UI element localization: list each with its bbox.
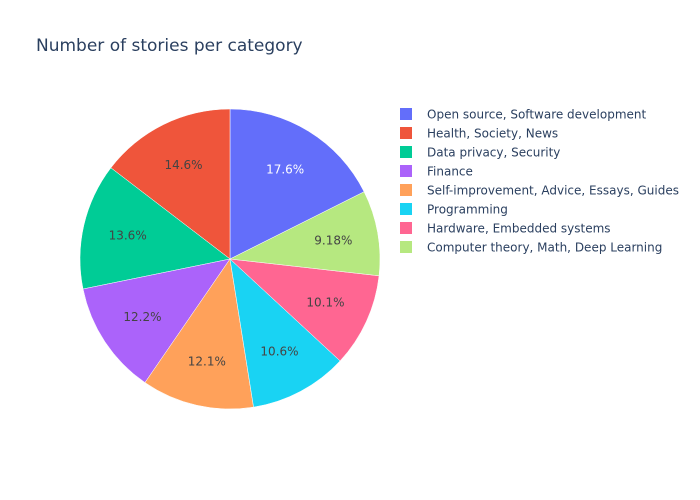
slice-label: 12.1% bbox=[188, 354, 226, 368]
pie-slice[interactable] bbox=[144, 258, 254, 410]
legend-item[interactable]: Computer theory, Math, Deep Learning bbox=[400, 241, 662, 255]
slice-label: 9.18% bbox=[314, 234, 352, 248]
legend-swatch bbox=[400, 127, 412, 139]
legend-item[interactable]: Data privacy, Security bbox=[400, 146, 560, 160]
slice-label: 10.6% bbox=[260, 345, 298, 359]
chart-title: Number of stories per category bbox=[36, 36, 303, 56]
slice-label: 10.1% bbox=[306, 296, 344, 310]
slice-labels: 17.6% 14.6% 13.6% 12.2% 12.1% 10.6% 10.1% 9.18% bbox=[109, 158, 353, 369]
legend-label: Computer theory, Math, Deep Learning bbox=[427, 241, 662, 255]
legend-swatch bbox=[400, 146, 412, 158]
pie-slice[interactable] bbox=[110, 108, 231, 260]
pie-slice[interactable] bbox=[82, 258, 231, 383]
legend-label: Programming bbox=[427, 203, 508, 217]
legend-swatch bbox=[400, 203, 412, 215]
legend-swatch bbox=[400, 108, 412, 120]
pie-slice[interactable] bbox=[229, 258, 380, 362]
legend-label: Data privacy, Security bbox=[427, 146, 560, 160]
pie-slice[interactable] bbox=[79, 167, 231, 290]
pie-slice[interactable] bbox=[229, 191, 381, 277]
slice-label: 14.6% bbox=[164, 158, 202, 172]
pie-slice[interactable] bbox=[229, 108, 365, 260]
slice-label: 13.6% bbox=[109, 228, 147, 242]
legend-label: Health, Society, News bbox=[427, 127, 558, 141]
legend-item[interactable]: Self-improvement, Advice, Essays, Guides bbox=[400, 184, 679, 198]
legend-swatch bbox=[400, 165, 412, 177]
legend-swatch bbox=[400, 222, 412, 234]
legend-label: Finance bbox=[427, 165, 473, 179]
slice-label: 17.6% bbox=[266, 163, 304, 177]
legend-item[interactable]: Finance bbox=[400, 165, 473, 179]
slice-label: 12.2% bbox=[123, 310, 161, 324]
legend-item[interactable]: Open source, Software development bbox=[400, 108, 647, 122]
legend-swatch bbox=[400, 184, 412, 196]
legend-label: Open source, Software development bbox=[427, 108, 647, 122]
legend-swatch bbox=[400, 241, 412, 253]
pie-slice[interactable] bbox=[229, 258, 341, 408]
legend-label: Self-improvement, Advice, Essays, Guides bbox=[427, 184, 679, 198]
legend-item[interactable]: Programming bbox=[400, 203, 508, 217]
legend-item[interactable]: Health, Society, News bbox=[400, 127, 558, 141]
pie-slices bbox=[79, 108, 381, 410]
legend-item[interactable]: Hardware, Embedded systems bbox=[400, 222, 611, 236]
legend-label: Hardware, Embedded systems bbox=[427, 222, 611, 236]
legend: Open source, Software development Health,… bbox=[400, 108, 679, 255]
